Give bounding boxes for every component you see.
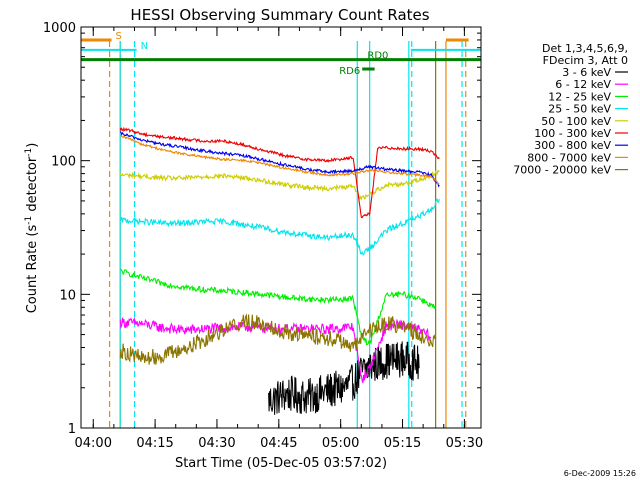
legend-label: 7000 - 20000 keV [513,164,611,177]
series-line-7000-20000-kev [119,313,436,365]
series-line-300-800-kev [120,131,440,188]
state-bar-label: N [141,41,148,52]
y-axis-label-sup2: -1 [24,148,34,157]
x-tick-label: 05:30 [446,436,483,451]
state-bar-label: RD6 [339,66,360,77]
legend-label: 300 - 800 keV [534,139,611,152]
legend-label: 800 - 7000 keV [527,151,611,164]
x-axis-label: Start Time (05-Dec-05 03:57:02) [175,456,387,471]
x-tick-label: 05:15 [384,436,421,451]
y-axis-label-sup1: -1 [24,216,34,225]
state-bar-label: S [116,31,122,42]
y-tick-label: 1 [68,422,76,437]
legend: Det 1,3,4,5,6,9,FDecim 3, Att 03 - 6 keV… [513,42,628,177]
legend-label: 25 - 50 keV [548,103,611,116]
y-axis-label-end: ) [25,143,40,148]
series-line-3-6-kev [268,341,420,415]
x-tick-label: 04:00 [75,436,112,451]
series-line-25-50-kev [119,197,440,256]
x-tick-label: 04:15 [136,436,173,451]
legend-header-line: FDecim 3, Att 0 [543,54,628,67]
series-line-12-25-kev [120,268,436,346]
y-tick-label: 100 [51,155,76,170]
y-tick-label: 10 [59,288,76,303]
legend-label: 3 - 6 keV [562,66,611,79]
series-line-50-100-kev [119,169,440,201]
legend-label: 6 - 12 keV [555,78,611,91]
x-tick-label: 04:45 [260,436,297,451]
chart-title: HESSI Observing Summary Count Rates [130,6,429,24]
x-tick-label: 05:00 [322,436,359,451]
legend-label: 50 - 100 keV [541,115,611,128]
legend-label: 12 - 25 keV [548,90,611,103]
y-axis-label-main: Count Rate (s [25,225,40,314]
y-tick-label: 1000 [43,21,76,36]
state-bar-label: RD0 [367,51,388,62]
series-line-100-300-kev [119,126,440,219]
plot-frame [80,26,482,429]
date-stamp: 6-Dec-2009 15:26 [564,469,636,478]
y-axis-label-mid: detector [25,156,40,216]
series-line-800-7000-kev [119,134,440,185]
y-axis-label: Count Rate (s-1 detector-1) [24,143,40,314]
plot-area: 1 10 100 1000 04:00 04:15 04:30 04:45 05:00 05:15… [43,21,483,451]
legend-header-line: Det 1,3,4,5,6,9, [542,42,628,55]
x-tick-label: 04:30 [198,436,235,451]
legend-label: 100 - 300 keV [534,127,611,140]
